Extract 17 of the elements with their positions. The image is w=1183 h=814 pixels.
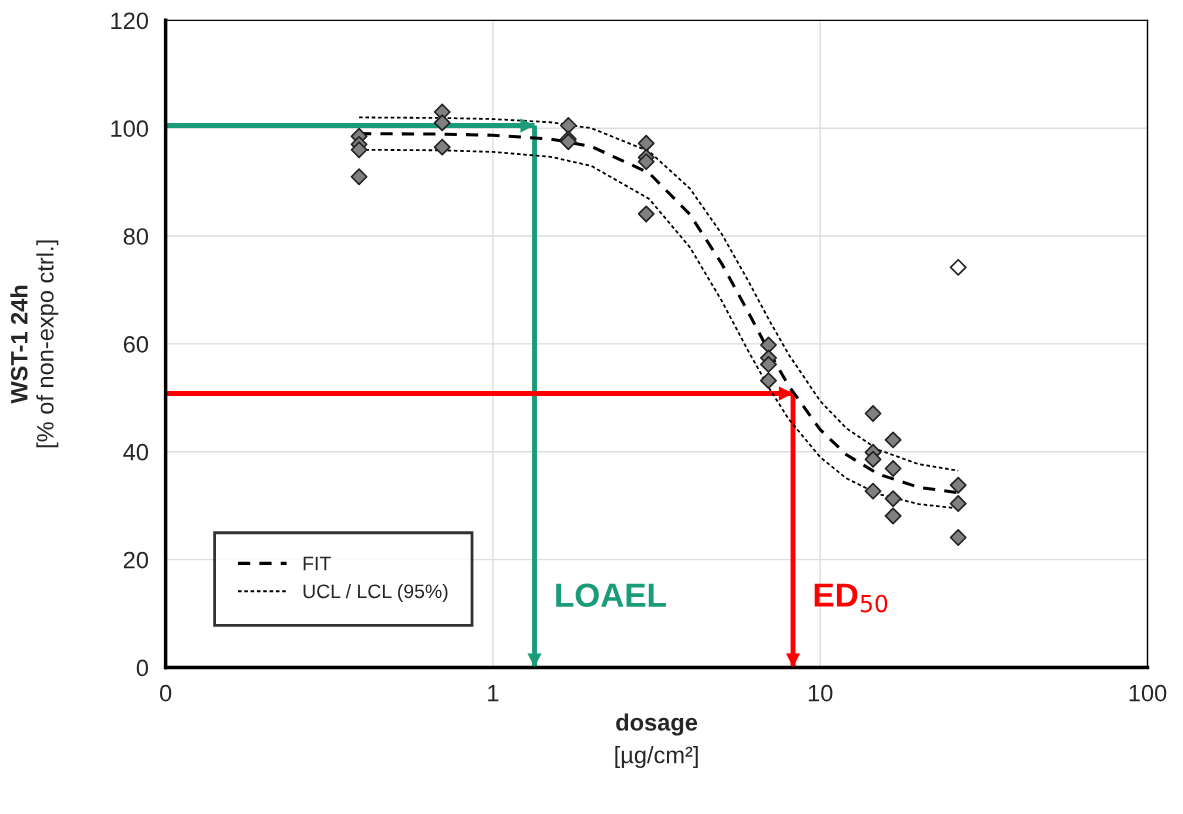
x-tick-label: 100 xyxy=(1129,684,1167,702)
ref-line-label: LOAEL xyxy=(556,583,666,607)
x-tick-label: 1 xyxy=(488,685,499,702)
y-tick-label: 20 xyxy=(123,551,149,569)
y-tick-label: 120 xyxy=(111,12,149,30)
legend-label: UCL / LCL (95%) xyxy=(303,583,448,603)
x-axis-title: dosage [µg/cm²] xyxy=(615,713,698,769)
ref-line-label: ED$_{50}$ xyxy=(814,583,888,613)
x-tick-label: 10 xyxy=(808,684,833,702)
y-axis-title: WST-1 24h [% of non-expo ctrl.] xyxy=(10,240,59,448)
y-tick-label: 60 xyxy=(123,335,149,353)
y-tick-label: 40 xyxy=(123,443,149,461)
y-tick-label: 0 xyxy=(136,659,149,677)
legend-label: FIT xyxy=(303,556,331,571)
y-tick-label: 100 xyxy=(111,120,149,137)
x-tick-label: 0 xyxy=(159,684,172,702)
y-tick-label: 80 xyxy=(123,228,149,245)
